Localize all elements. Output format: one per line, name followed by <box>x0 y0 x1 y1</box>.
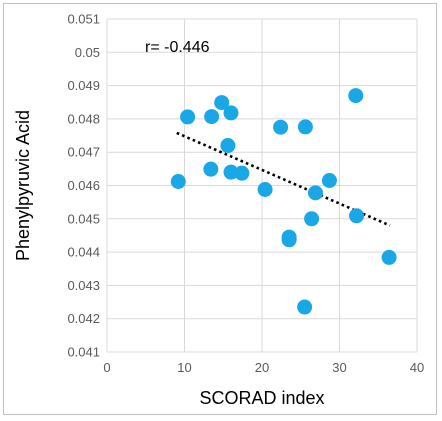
scatter-chart: 0.041 0.042 0.043 0.044 0.045 0.046 0.047 0.048… <box>13 12 424 409</box>
data-point <box>257 181 273 197</box>
data-point <box>281 232 297 248</box>
data-point <box>180 109 196 125</box>
data-point <box>203 161 219 177</box>
x-tick-label: 20 <box>255 360 269 375</box>
x-axis-label: SCORAD index <box>199 388 324 408</box>
y-tick-label: 0.041 <box>67 345 100 360</box>
y-tick-label: 0.051 <box>67 12 100 27</box>
data-point <box>349 208 365 224</box>
y-tick-label: 0.045 <box>67 211 100 226</box>
data-point <box>321 173 337 189</box>
x-tick-label: 40 <box>410 360 424 375</box>
data-point <box>273 119 289 135</box>
y-tick-label: 0.042 <box>67 311 100 326</box>
data-point <box>297 299 313 315</box>
y-tick-label: 0.046 <box>67 178 100 193</box>
data-point <box>304 211 320 227</box>
y-axis-label: Phenylpyruvic Acid <box>13 110 33 261</box>
data-point <box>220 138 236 154</box>
correlation-annotation: r= -0.446 <box>145 39 210 56</box>
x-tick-label: 10 <box>177 360 191 375</box>
data-point <box>348 88 364 104</box>
y-tick-label: 0.05 <box>75 45 100 60</box>
data-point <box>214 95 230 111</box>
y-tick-label: 0.047 <box>67 145 100 160</box>
y-tick-label: 0.044 <box>67 245 100 260</box>
data-point <box>170 174 186 190</box>
x-tick-labels: 0 10 20 30 40 <box>103 360 424 375</box>
data-points <box>170 88 397 315</box>
y-tick-label: 0.049 <box>67 78 100 93</box>
chart-frame: 0.041 0.042 0.043 0.044 0.045 0.046 0.047 0.048… <box>3 3 437 415</box>
data-point <box>223 164 239 180</box>
y-tick-label: 0.048 <box>67 111 100 126</box>
x-tick-label: 0 <box>103 360 110 375</box>
data-point <box>297 119 313 135</box>
y-tick-label: 0.043 <box>67 278 100 293</box>
x-tick-label: 30 <box>332 360 346 375</box>
data-point <box>204 109 220 125</box>
data-point <box>223 105 239 121</box>
data-point <box>234 165 250 181</box>
data-point <box>307 185 323 201</box>
y-tick-labels: 0.041 0.042 0.043 0.044 0.045 0.046 0.047 0.048… <box>67 12 100 360</box>
data-point <box>381 249 397 265</box>
